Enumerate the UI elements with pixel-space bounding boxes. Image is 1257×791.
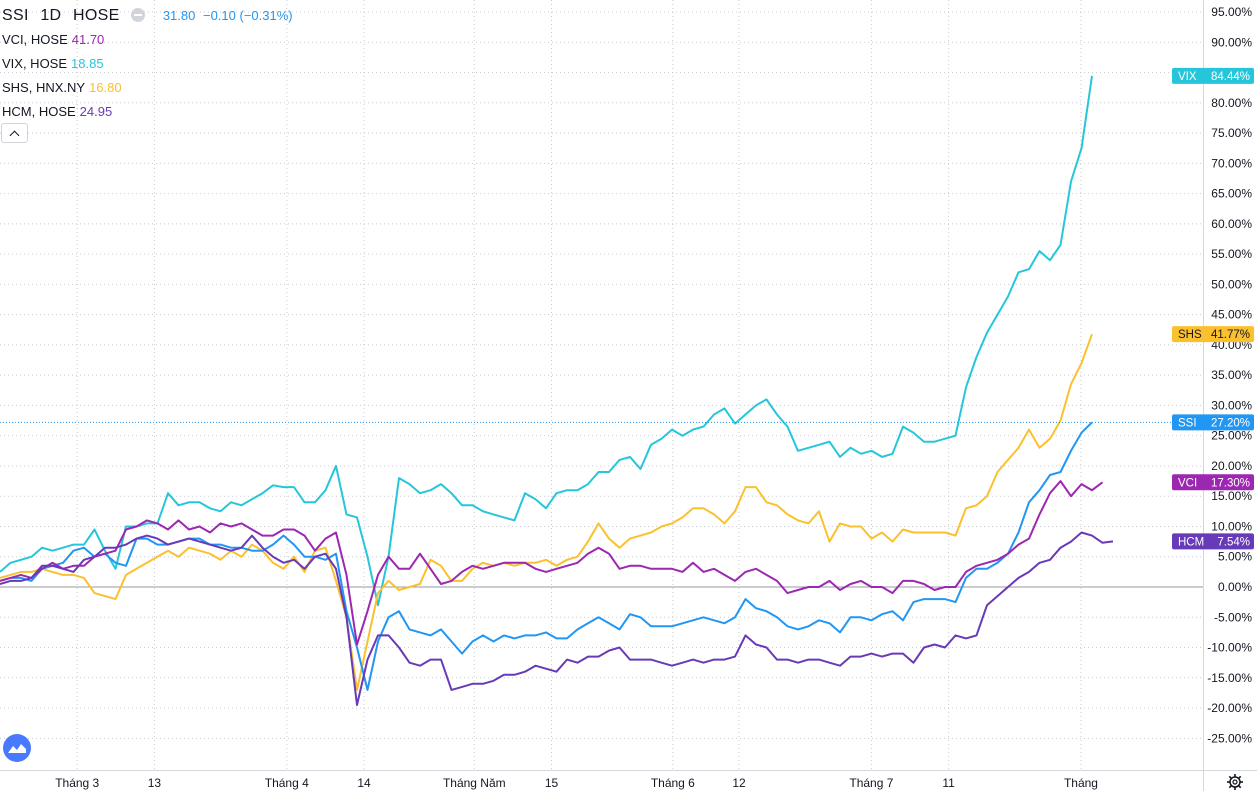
legend-symbol[interactable]: SHS, HNX.NY: [2, 80, 86, 95]
y-tick-label: -5.00%: [1214, 610, 1252, 624]
label-symbol: HCM: [1178, 536, 1204, 548]
label-bg: [1172, 326, 1254, 343]
series-line-ssi: [0, 421, 1093, 691]
label-bg: [1172, 414, 1254, 431]
y-tick-label: 60.00%: [1211, 217, 1252, 231]
y-tick-label: 30.00%: [1211, 398, 1252, 412]
legend-row[interactable]: SHS, HNX.NY 16.80: [2, 76, 293, 100]
y-tick-label: -20.00%: [1207, 701, 1252, 715]
y-tick-label: 95.00%: [1211, 5, 1252, 19]
last-value-labels: VIX 84.44% SHS 41.77% SSI 27.20% VCI 17.30% HCM 7…: [1172, 67, 1254, 550]
label-symbol: SSI: [1178, 417, 1197, 429]
legend-row[interactable]: VCI, HOSE 41.70: [2, 28, 293, 52]
label-symbol: VIX: [1178, 71, 1197, 83]
x-tick-label: Tháng 3: [55, 776, 99, 790]
y-tick-label: -15.00%: [1207, 671, 1252, 685]
last-value-label-ssi: SSI 27.20%: [1172, 414, 1254, 431]
x-tick-label: 14: [357, 776, 371, 790]
price-axis[interactable]: 95.00%90.00%85.00%80.00%75.00%70.00%65.0…: [1203, 0, 1253, 791]
y-tick-label: 5.00%: [1218, 550, 1252, 564]
x-tick-label: 11: [942, 776, 955, 790]
y-tick-label: 15.00%: [1211, 489, 1252, 503]
time-axis[interactable]: Tháng 3 13 Tháng 4 14 Tháng Năm 15 Tháng 6 12 Th…: [0, 770, 1257, 791]
y-tick-label: 45.00%: [1211, 308, 1252, 322]
legend-row[interactable]: HCM, HOSE 24.95: [2, 100, 293, 124]
last-value-label-shs: SHS 41.77%: [1172, 326, 1254, 343]
y-tick-label: 10.00%: [1211, 519, 1252, 533]
series-line-shs: [0, 333, 1093, 691]
label-symbol: VCI: [1178, 477, 1197, 489]
y-tick-label: 80.00%: [1211, 96, 1252, 110]
y-tick-label: 75.00%: [1211, 126, 1252, 140]
label-bg: [1172, 67, 1254, 84]
main-interval[interactable]: 1D: [40, 7, 62, 24]
main-value: 31.80: [162, 8, 196, 23]
y-tick-label: 25.00%: [1211, 429, 1252, 443]
legend-value: 18.85: [71, 56, 104, 71]
y-tick-label: 65.00%: [1211, 187, 1252, 201]
label-value: 41.77%: [1211, 329, 1250, 341]
y-tick-label: 35.00%: [1211, 368, 1252, 382]
tradingview-logo-icon[interactable]: [3, 734, 31, 762]
label-bg: [1172, 474, 1254, 491]
legend-main-row[interactable]: SSI 1D HOSE 31.80 −0.10 (−0.31%): [2, 4, 293, 28]
label-value: 27.20%: [1211, 417, 1250, 429]
legend: SSI 1D HOSE 31.80 −0.10 (−0.31%) VCI, HO…: [2, 4, 293, 124]
legend-symbol[interactable]: VCI, HOSE: [2, 32, 68, 47]
label-value: 17.30%: [1211, 477, 1250, 489]
series-line-vix: [0, 75, 1093, 607]
y-tick-label: 55.00%: [1211, 247, 1252, 261]
x-tick-label: Tháng Năm: [443, 776, 506, 790]
chevron-up-icon[interactable]: [1, 123, 28, 143]
legend-row[interactable]: VIX, HOSE 18.85: [2, 52, 293, 76]
label-value: 7.54%: [1217, 536, 1250, 548]
x-tick-label: Tháng 7: [849, 776, 893, 790]
legend-value: 24.95: [79, 104, 113, 119]
legend-value: 41.70: [71, 32, 105, 47]
y-tick-label: 0.00%: [1218, 580, 1252, 594]
y-tick-label: 70.00%: [1211, 156, 1252, 170]
eye-icon[interactable]: [131, 7, 146, 22]
x-tick-label: 15: [545, 776, 559, 790]
last-value-label-vci: VCI 17.30%: [1172, 474, 1254, 491]
x-tick-label: 13: [148, 776, 162, 790]
series-line-hcm: [0, 531, 1114, 706]
grid: [0, 0, 1203, 770]
y-tick-label: -25.00%: [1207, 731, 1252, 745]
label-bg: [1172, 533, 1254, 550]
x-tick-label: 12: [732, 776, 746, 790]
x-tick-label: Tháng 6: [651, 776, 695, 790]
label-symbol: SHS: [1178, 329, 1202, 341]
y-tick-label: 20.00%: [1211, 459, 1252, 473]
x-tick-label: Tháng: [1064, 776, 1098, 790]
main-symbol[interactable]: SSI: [2, 7, 29, 24]
legend-symbol[interactable]: HCM, HOSE: [2, 104, 76, 119]
last-value-label-vix: VIX 84.44%: [1172, 67, 1254, 84]
series-line-vci: [0, 480, 1104, 646]
x-tick-label: Tháng 4: [265, 776, 309, 790]
y-tick-label: 50.00%: [1211, 277, 1252, 291]
legend-symbol[interactable]: VIX, HOSE: [2, 56, 68, 71]
legend-value: 16.80: [89, 80, 122, 95]
label-value: 84.44%: [1211, 71, 1250, 83]
gear-icon[interactable]: [1226, 773, 1244, 791]
y-tick-label: 90.00%: [1211, 35, 1252, 49]
y-tick-label: -10.00%: [1207, 641, 1252, 655]
main-change: −0.10 (−0.31%): [202, 8, 293, 23]
series-lines: [0, 75, 1203, 706]
main-exchange: HOSE: [73, 7, 120, 24]
last-value-label-hcm: HCM 7.54%: [1172, 533, 1254, 550]
